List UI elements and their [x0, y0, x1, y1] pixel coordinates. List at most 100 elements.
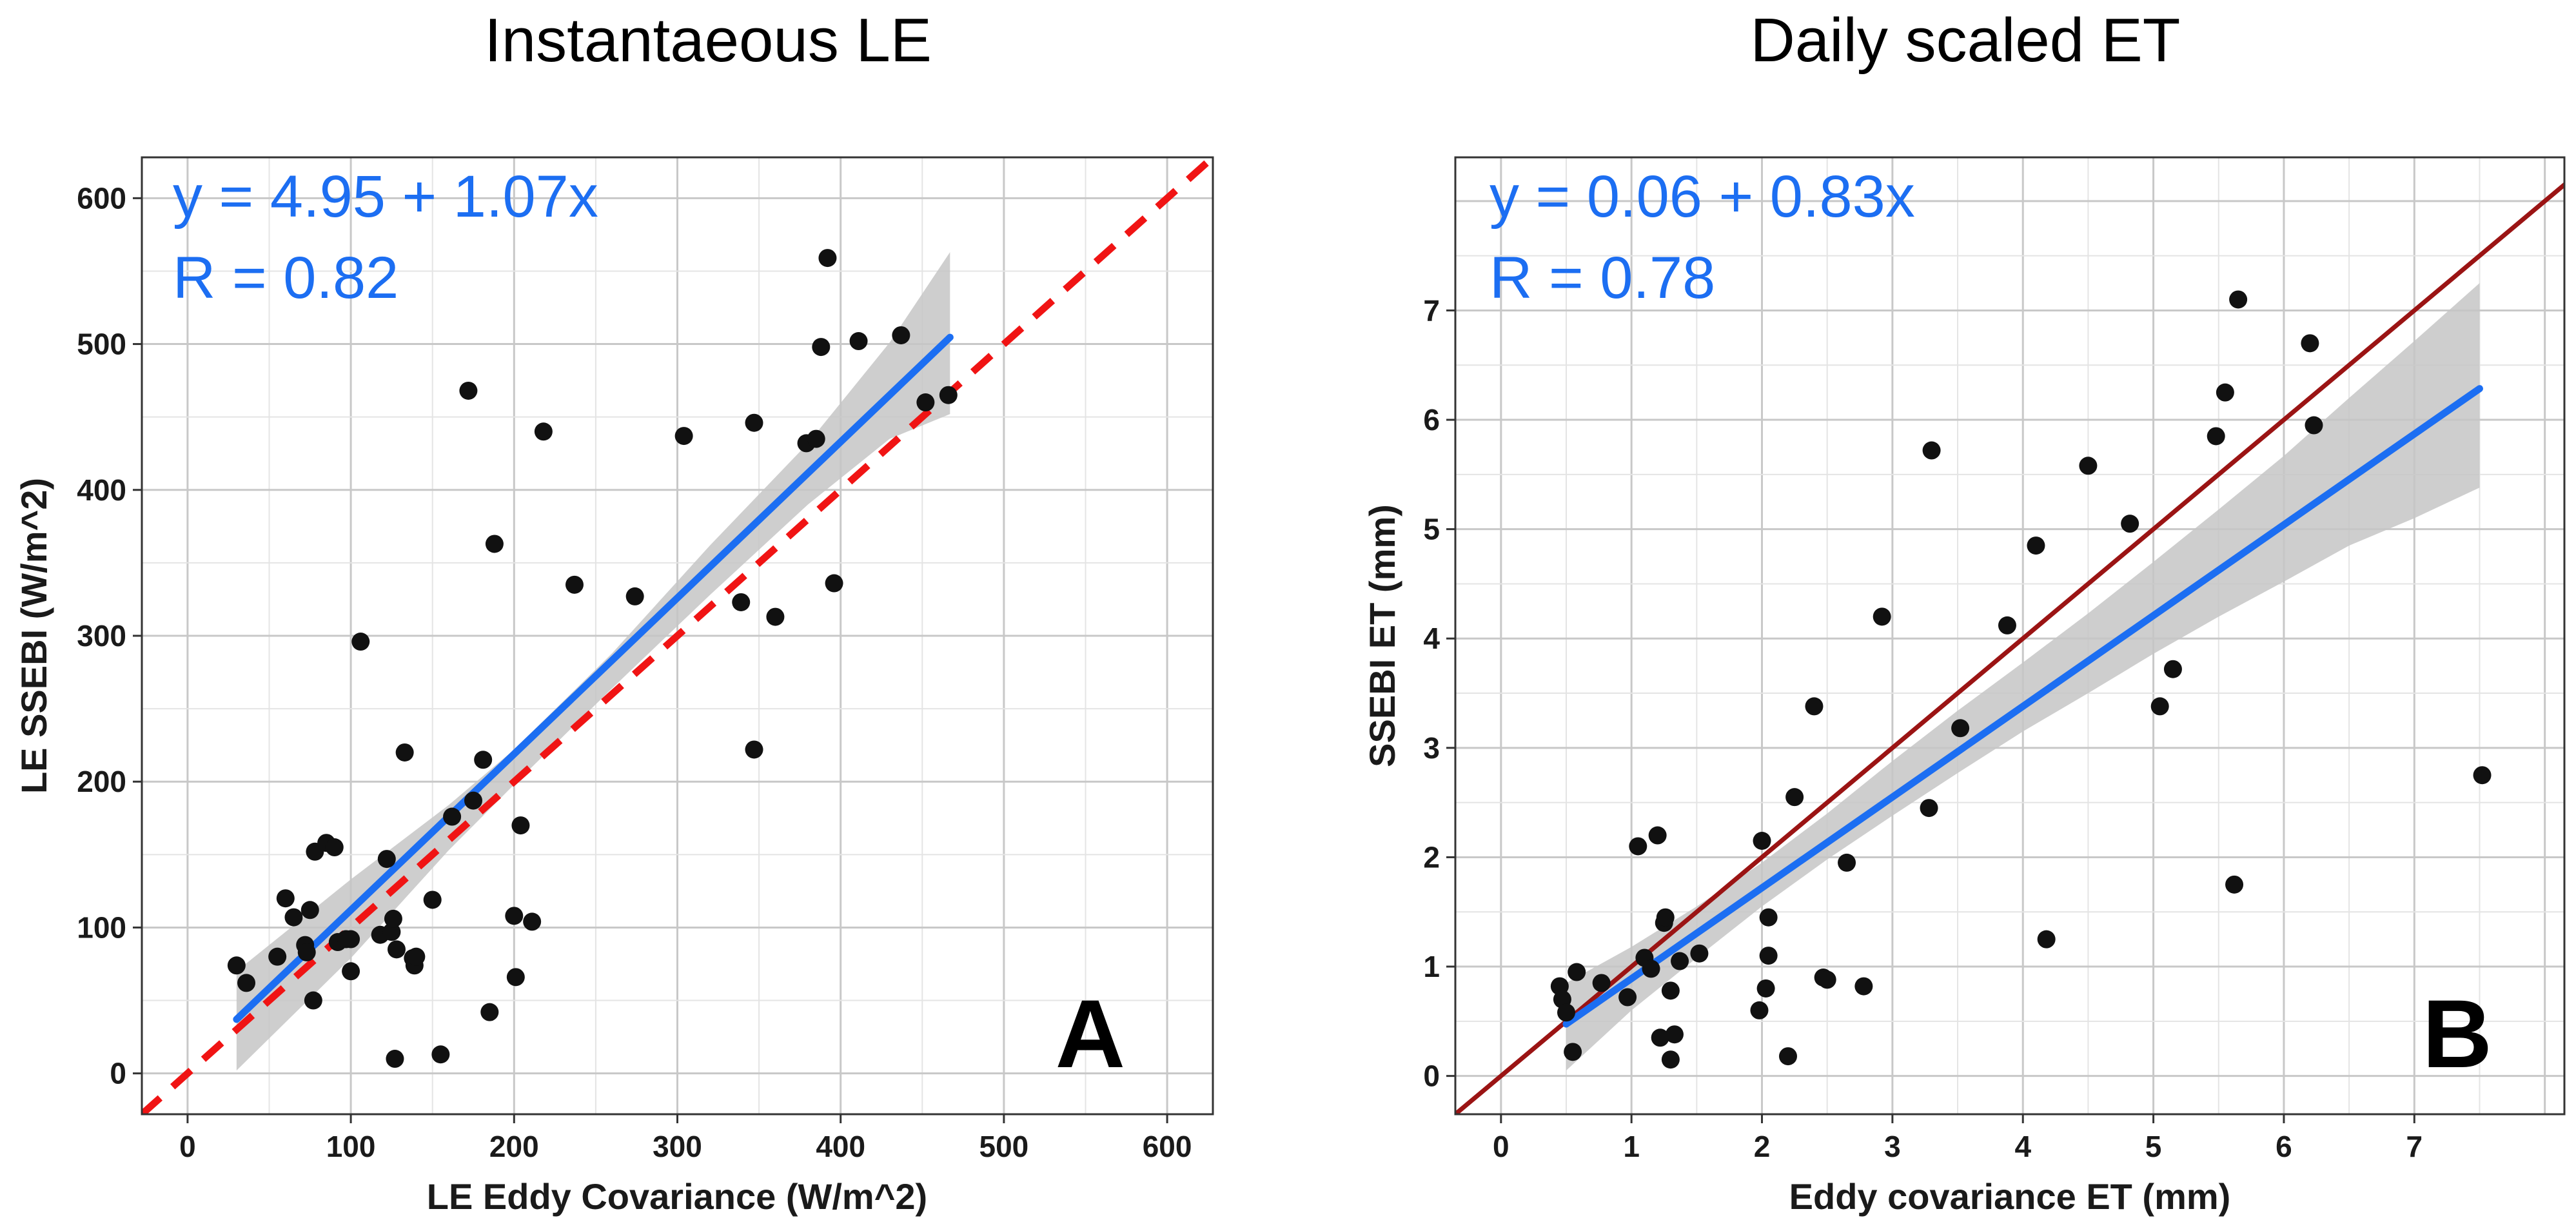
x-tick-label: 500 [979, 1130, 1029, 1163]
panel-b-y-ticks: 0 1 2 3 4 5 6 7 [1423, 293, 1455, 1093]
data-point [1557, 1003, 1575, 1022]
panel-b-x-ticks: 0 1 2 3 4 5 6 7 [1493, 1114, 2423, 1163]
panel-b-r-value: R = 0.78 [1490, 245, 1715, 311]
panel-a-r-value: R = 0.82 [173, 245, 398, 311]
data-point [384, 909, 402, 928]
data-point [268, 947, 287, 966]
data-point [1818, 970, 1836, 989]
data-point [766, 607, 785, 626]
data-point [300, 901, 319, 919]
data-point [227, 956, 246, 975]
data-point [2225, 875, 2244, 894]
y-tick-label: 6 [1423, 403, 1440, 437]
data-point [625, 587, 644, 605]
x-tick-label: 300 [653, 1130, 702, 1163]
data-point [745, 740, 763, 759]
data-point [1951, 719, 1970, 738]
data-point [849, 332, 868, 351]
y-tick-label: 5 [1423, 513, 1440, 546]
data-point [1779, 1047, 1797, 1066]
y-tick-label: 2 [1423, 840, 1440, 874]
data-point [382, 923, 401, 941]
data-point [2473, 766, 2492, 785]
panel-a-points [227, 249, 958, 1068]
data-point [485, 535, 504, 553]
y-tick-label: 500 [77, 328, 126, 361]
data-point [480, 1003, 499, 1021]
data-point [2027, 536, 2045, 555]
panel-a-fit-line [233, 333, 954, 1023]
data-point [745, 413, 763, 432]
data-point [2305, 416, 2323, 435]
data-point [1690, 944, 1709, 963]
x-tick-label: 400 [816, 1130, 865, 1163]
y-tick-label: 4 [1423, 622, 1440, 655]
x-tick-label: 5 [2145, 1130, 2162, 1163]
data-point [443, 807, 462, 826]
data-point [892, 326, 910, 344]
data-point [464, 791, 482, 810]
data-point [1785, 788, 1804, 807]
data-point [407, 947, 426, 966]
data-point [2216, 383, 2234, 402]
data-point [395, 743, 414, 762]
data-point [1750, 1001, 1769, 1019]
data-point [511, 816, 530, 835]
x-tick-label: 100 [326, 1130, 376, 1163]
data-point [565, 575, 584, 594]
x-tick-label: 7 [2406, 1130, 2423, 1163]
panel-a-confidence-band [236, 252, 950, 1071]
data-point [2150, 697, 2169, 716]
data-point [1618, 988, 1637, 1007]
x-tick-label: 3 [1884, 1130, 1901, 1163]
x-tick-label: 2 [1754, 1130, 1771, 1163]
panel-a-identity-line [142, 157, 1213, 1114]
x-tick-label: 0 [1493, 1130, 1509, 1163]
data-point [1920, 799, 1938, 818]
data-point [342, 962, 360, 981]
data-point [325, 838, 344, 857]
data-point [1629, 837, 1647, 856]
data-point [1661, 1050, 1680, 1069]
data-point [1568, 963, 1586, 981]
data-point [2037, 930, 2056, 949]
panel-b: Daily scaled ET 0 1 2 3 4 5 6 7 0 1 2 3 4 5 6 7 Eddy c… [1362, 6, 2566, 1217]
data-point [276, 889, 295, 908]
x-tick-label: 1 [1623, 1130, 1640, 1163]
y-tick-label: 7 [1423, 293, 1440, 327]
data-point [534, 422, 553, 441]
data-point [1642, 959, 1660, 978]
data-point [916, 393, 935, 412]
data-point [1648, 826, 1667, 845]
panel-b-confidence-band [1566, 283, 2480, 1071]
data-point [2207, 427, 2225, 446]
data-point [1759, 947, 1778, 965]
data-point [939, 386, 958, 404]
panel-a-label: A [1056, 979, 1125, 1088]
panel-b-plot-frame [1454, 156, 2566, 1116]
x-tick-label: 200 [489, 1130, 539, 1163]
y-tick-label: 0 [110, 1057, 126, 1090]
panel-b-label: B [2423, 979, 2492, 1088]
data-point [459, 381, 478, 400]
data-point [423, 890, 442, 909]
y-tick-label: 200 [77, 765, 126, 798]
data-point [1873, 607, 1891, 626]
panel-a-title: Instantaeous LE [484, 6, 932, 75]
data-point [505, 907, 524, 925]
data-point [1665, 1025, 1684, 1044]
data-point [1661, 981, 1680, 1000]
data-point [2229, 290, 2248, 309]
data-point [1922, 441, 1941, 460]
panel-a-y-axis-label: LE SSEBI (W/m^2) [14, 478, 54, 794]
data-point [1592, 974, 1611, 992]
data-point [2121, 515, 2139, 533]
data-point [1854, 977, 1873, 996]
panel-a-y-ticks: 0 100 200 300 400 500 600 [77, 181, 142, 1090]
data-point [1756, 979, 1775, 998]
data-point [2301, 334, 2319, 353]
data-point [825, 574, 843, 593]
x-tick-label: 6 [2276, 1130, 2292, 1163]
data-point [812, 338, 831, 357]
